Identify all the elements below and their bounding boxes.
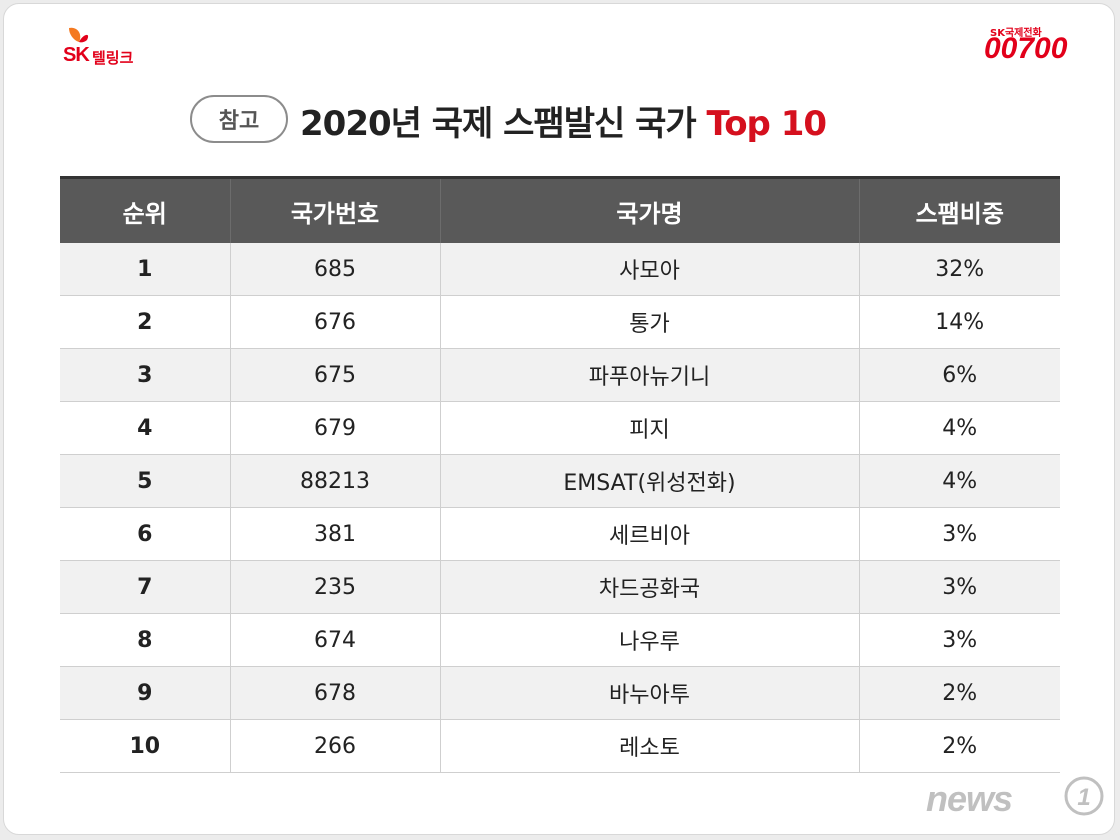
cell-country-code: 381 xyxy=(229,507,440,561)
news1-watermark: news 1 xyxy=(926,776,1116,822)
table-row: 5 88213 EMSAT(위성전화) 4% xyxy=(60,454,1060,508)
cell-country-code: 685 xyxy=(229,243,440,296)
table-row: 9 678 바누아투 2% xyxy=(60,666,1060,720)
cell-rank: 9 xyxy=(60,666,230,720)
cell-country-name: 피지 xyxy=(439,401,859,455)
table-header-row: 순위 국가번호 국가명 스팸비중 xyxy=(60,176,1060,243)
cell-spam-share: 14% xyxy=(858,295,1060,349)
cell-country-name: 파푸아뉴기니 xyxy=(439,348,859,402)
title-accent: Top 10 xyxy=(706,104,828,144)
cell-spam-share: 6% xyxy=(858,348,1060,402)
cell-country-name: 나우루 xyxy=(439,613,859,667)
cell-country-name: 세르비아 xyxy=(439,507,859,561)
spam-country-table: 순위 국가번호 국가명 스팸비중 1 685 사모아 32% 2 676 통가 14% 3 675… xyxy=(60,176,1060,773)
cell-country-code: 679 xyxy=(229,401,440,455)
cell-rank: 7 xyxy=(60,560,230,614)
cell-rank: 1 xyxy=(60,243,230,296)
table-row: 7 235 차드공화국 3% xyxy=(60,560,1060,614)
cell-country-code: 676 xyxy=(229,295,440,349)
table-row: 8 674 나우루 3% xyxy=(60,613,1060,667)
cell-rank: 5 xyxy=(60,454,230,508)
sk-logo-text: SK xyxy=(63,44,90,66)
00700-logo-subtitle: SK국제전화 xyxy=(990,28,1042,39)
cell-rank: 8 xyxy=(60,613,230,667)
cell-country-code: 88213 xyxy=(229,454,440,508)
cell-spam-share: 2% xyxy=(858,719,1060,773)
cell-rank: 2 xyxy=(60,295,230,349)
header-rank: 순위 xyxy=(60,176,230,243)
watermark-text: news xyxy=(926,778,1013,819)
telink-logo-text: 텔링크 xyxy=(92,49,134,67)
table-row: 1 685 사모아 32% xyxy=(60,243,1060,296)
table-row: 4 679 피지 4% xyxy=(60,401,1060,455)
cell-country-name: EMSAT(위성전화) xyxy=(439,454,859,508)
cell-country-name: 차드공화국 xyxy=(439,560,859,614)
cell-rank: 10 xyxy=(60,719,230,773)
header-country-code: 국가번호 xyxy=(229,176,440,243)
header-spam-share: 스팸비중 xyxy=(858,176,1060,243)
cell-country-code: 675 xyxy=(229,348,440,402)
page-title: 2020년 국제 스팸발신 국가 Top 10 xyxy=(300,96,828,145)
sk-telink-logo: SK 텔링크 xyxy=(61,24,141,67)
cell-spam-share: 4% xyxy=(858,454,1060,508)
cell-country-name: 사모아 xyxy=(439,243,859,296)
cell-rank: 4 xyxy=(60,401,230,455)
cell-country-name: 통가 xyxy=(439,295,859,349)
cell-spam-share: 4% xyxy=(858,401,1060,455)
sk-butterfly-icon xyxy=(69,27,89,43)
cell-spam-share: 3% xyxy=(858,613,1060,667)
00700-logo-text: 00700 xyxy=(984,32,1068,65)
cell-rank: 3 xyxy=(60,348,230,402)
cell-spam-share: 3% xyxy=(858,507,1060,561)
cell-country-name: 바누아투 xyxy=(439,666,859,720)
cell-country-code: 678 xyxy=(229,666,440,720)
header-country-name: 국가명 xyxy=(439,176,859,243)
cell-country-name: 레소토 xyxy=(439,719,859,773)
table-row: 3 675 파푸아뉴기니 6% xyxy=(60,348,1060,402)
00700-logo: SK국제전화 00700 xyxy=(984,24,1104,70)
cell-spam-share: 3% xyxy=(858,560,1060,614)
title-row: 참고 2020년 국제 스팸발신 국가 Top 10 xyxy=(190,92,950,148)
cell-country-code: 235 xyxy=(229,560,440,614)
title-main: 2020년 국제 스팸발신 국가 xyxy=(300,104,697,144)
reference-badge: 참고 xyxy=(190,95,288,143)
svg-text:1: 1 xyxy=(1077,784,1090,811)
cell-spam-share: 32% xyxy=(858,243,1060,296)
table-row: 2 676 통가 14% xyxy=(60,295,1060,349)
cell-rank: 6 xyxy=(60,507,230,561)
news1-logo-icon: 1 xyxy=(1064,776,1104,816)
cell-country-code: 266 xyxy=(229,719,440,773)
cell-spam-share: 2% xyxy=(858,666,1060,720)
table-row: 10 266 레소토 2% xyxy=(60,719,1060,773)
cell-country-code: 674 xyxy=(229,613,440,667)
table-row: 6 381 세르비아 3% xyxy=(60,507,1060,561)
